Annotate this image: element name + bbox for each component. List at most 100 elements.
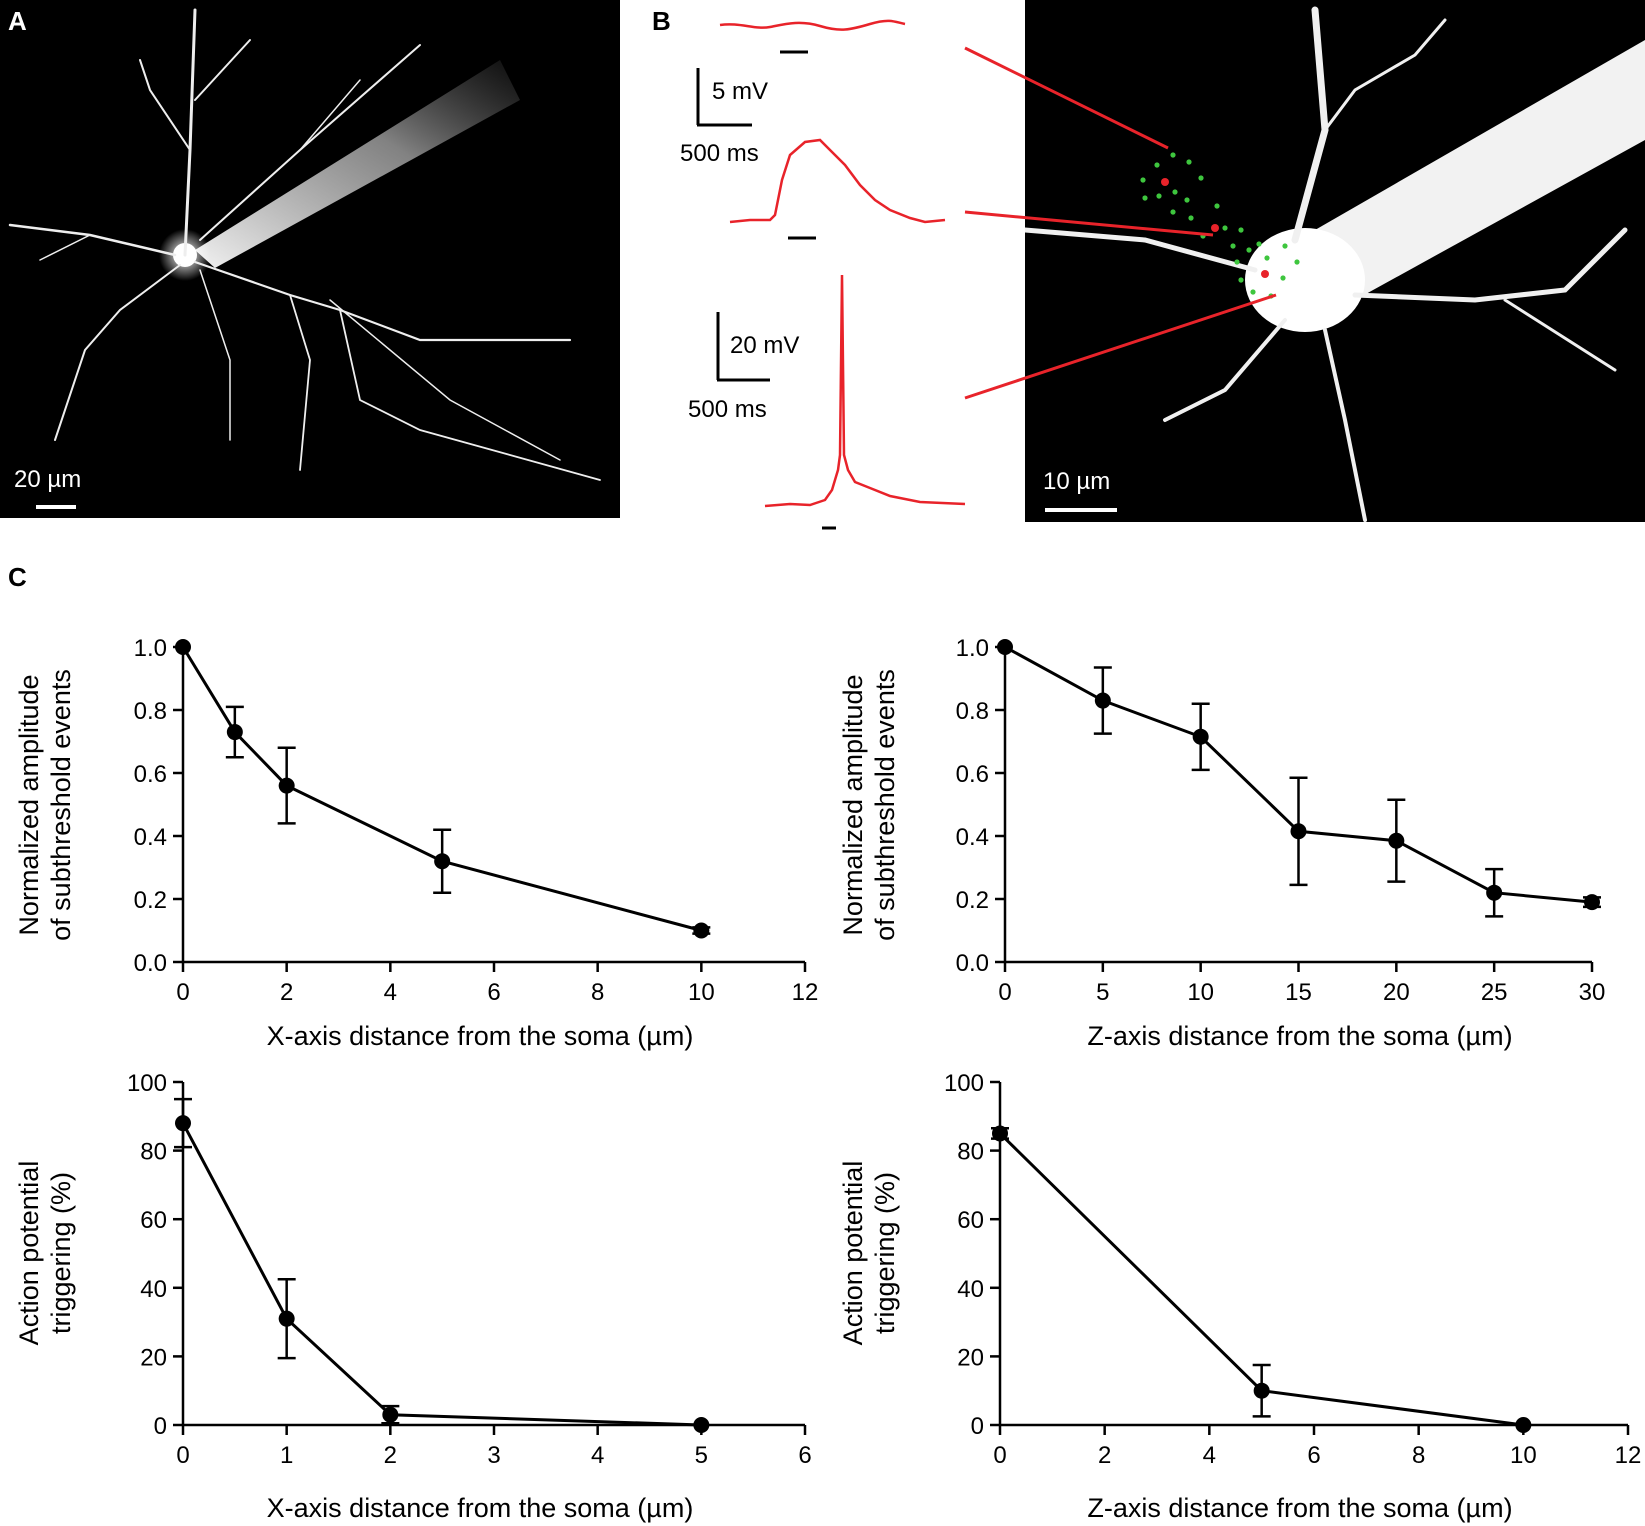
- x-tick-label: 30: [1579, 979, 1606, 1006]
- trace-middle: [729, 138, 946, 224]
- x-tick-label: 15: [1285, 979, 1312, 1006]
- data-point: [1290, 823, 1307, 840]
- trace-top: [719, 19, 906, 31]
- neuron-a-image: [8, 8, 601, 481]
- x-tick-label: 8: [1412, 1442, 1425, 1469]
- x-tick-label: 10: [1510, 1442, 1537, 1469]
- micrograph-a: 20 µm: [0, 0, 620, 518]
- data-point: [1515, 1417, 1532, 1433]
- data-point: [175, 639, 191, 655]
- data-point: [997, 639, 1013, 655]
- y-axis-title: of subthreshold events: [46, 669, 76, 941]
- x-tick-label: 2: [384, 1442, 397, 1469]
- y-tick-label: 40: [140, 1276, 167, 1303]
- y-tick-label: 0: [971, 1413, 984, 1440]
- x-tick-label: 6: [798, 1442, 811, 1469]
- scalebar-b-bar: [1045, 508, 1117, 512]
- y-tick-label: 60: [957, 1207, 984, 1234]
- y-axis-title: Action potential: [838, 1161, 868, 1346]
- data-point: [693, 1417, 710, 1433]
- data-point: [175, 1115, 191, 1132]
- x-tick-label: 3: [487, 1442, 500, 1469]
- y-tick-label: 80: [957, 1139, 984, 1166]
- data-point: [992, 1125, 1008, 1142]
- y-axis-title: Normalized amplitude: [838, 674, 868, 935]
- data-point: [1094, 692, 1111, 709]
- y-tick-label: 20: [140, 1344, 167, 1371]
- y-tick-label: 0: [154, 1413, 167, 1440]
- scalebar-b-label: 10 µm: [1043, 468, 1111, 495]
- y-tick-label: 20: [957, 1344, 984, 1371]
- chart-1: 0 2 4 6 8 10 12 0.0 0.2 0.4 0.6 0.8 1.0 X-axis distan…: [14, 635, 818, 1051]
- y-axis-title: of subthreshold events: [870, 669, 900, 941]
- panel-a-label: A: [8, 6, 27, 36]
- y-tick-label: 0.4: [956, 824, 989, 851]
- x-tick-label: 12: [1615, 1442, 1642, 1469]
- y-tick-label: 0.6: [956, 761, 989, 788]
- x-axis-title: Z-axis distance from the soma (µm): [1087, 1493, 1512, 1523]
- data-point: [382, 1406, 399, 1423]
- x-tick-label: 6: [1307, 1442, 1320, 1469]
- data-point: [278, 1310, 295, 1327]
- x-tick-label: 5: [1096, 979, 1109, 1006]
- scale-bottom-voltage: 20 mV: [730, 332, 800, 359]
- panel-b-label: B: [652, 6, 671, 36]
- y-tick-label: 0.8: [956, 698, 989, 725]
- y-axis-title: Normalized amplitude: [14, 674, 44, 935]
- chart-2: 0 5 10 15 20 25 30 0.0 0.2 0.4 0.6 0.8 1.0 Z-axis dis…: [838, 635, 1605, 1051]
- x-tick-label: 2: [280, 979, 293, 1006]
- x-tick-label: 25: [1481, 979, 1508, 1006]
- x-tick-label: 4: [591, 1442, 604, 1469]
- series-line: [181, 1122, 702, 1427]
- scale-bottom-time: 500 ms: [688, 396, 767, 423]
- x-tick-label: 8: [591, 979, 604, 1006]
- x-tick-label: 4: [384, 979, 397, 1006]
- traces-b: [696, 19, 966, 530]
- y-tick-label: 0.0: [134, 950, 167, 977]
- y-tick-label: 60: [140, 1207, 167, 1234]
- x-tick-label: 5: [695, 1442, 708, 1469]
- x-tick-label: 10: [1187, 979, 1214, 1006]
- y-tick-label: 40: [957, 1276, 984, 1303]
- data-point: [693, 922, 710, 939]
- y-tick-label: 100: [944, 1070, 984, 1097]
- x-tick-label: 12: [792, 979, 819, 1006]
- data-point: [226, 724, 243, 741]
- y-tick-label: 0.4: [134, 824, 167, 851]
- y-tick-label: 1.0: [956, 635, 989, 662]
- y-tick-label: 0.2: [956, 887, 989, 914]
- x-tick-label: 1: [280, 1442, 293, 1469]
- y-tick-label: 0.6: [134, 761, 167, 788]
- data-point: [1584, 894, 1600, 911]
- y-tick-label: 0.2: [134, 887, 167, 914]
- trace-bottom: [764, 274, 966, 508]
- x-axis-title: X-axis distance from the soma (µm): [267, 1493, 694, 1523]
- data-point: [278, 777, 295, 794]
- x-tick-label: 10: [688, 979, 715, 1006]
- y-axis-title: triggering (%): [870, 1172, 900, 1334]
- scalebar-a-label: 20 µm: [14, 466, 82, 493]
- data-point: [1253, 1382, 1270, 1399]
- y-tick-label: 100: [127, 1070, 167, 1097]
- x-tick-label: 2: [1098, 1442, 1111, 1469]
- y-tick-label: 1.0: [134, 635, 167, 662]
- x-tick-label: 0: [998, 979, 1011, 1006]
- chart-4: 0 2 4 6 8 10 12 0 20 40 60 80 100 Z-axis distance fro…: [838, 1070, 1641, 1523]
- y-axis-title: Action potential: [14, 1161, 44, 1346]
- stim-grid-green: [1140, 152, 1300, 299]
- x-tick-label: 0: [993, 1442, 1006, 1469]
- y-axis-title: triggering (%): [46, 1172, 76, 1334]
- data-point: [1486, 884, 1503, 901]
- data-point: [1388, 832, 1405, 849]
- x-tick-label: 4: [1203, 1442, 1216, 1469]
- x-tick-label: 20: [1383, 979, 1410, 1006]
- data-point: [434, 853, 451, 870]
- y-tick-label: 0.0: [956, 950, 989, 977]
- scalebar-a-bar: [36, 505, 76, 509]
- x-tick-label: 0: [176, 1442, 189, 1469]
- x-tick-label: 0: [176, 979, 189, 1006]
- y-tick-label: 80: [140, 1139, 167, 1166]
- x-tick-label: 6: [487, 979, 500, 1006]
